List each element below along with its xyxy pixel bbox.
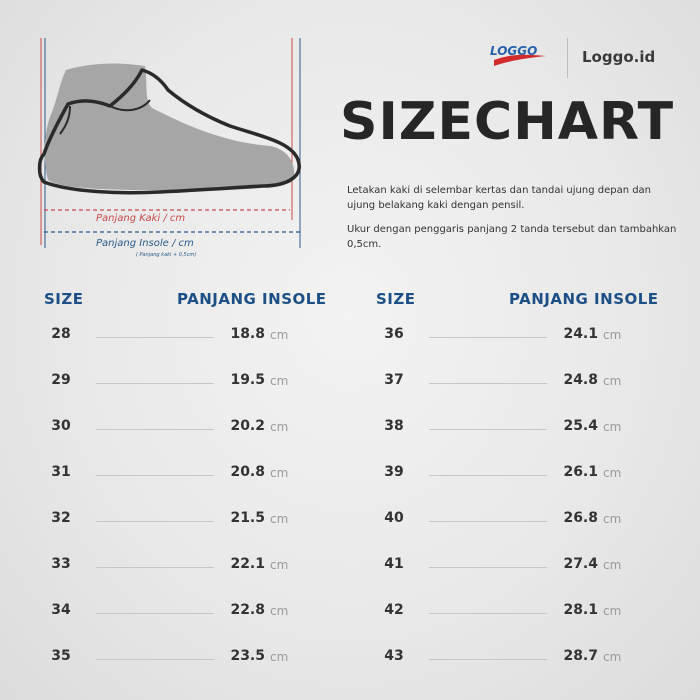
size-row: 41 27.4 cm (377, 551, 677, 581)
insole-value: 28.1 (563, 602, 598, 618)
size-header-left: SIZE (44, 290, 84, 308)
unit-label: cm (603, 604, 622, 618)
size-row: 31 20.8 cm (44, 459, 344, 489)
size-value: 30 (51, 418, 71, 434)
shoe-fill (44, 63, 295, 191)
size-row: 43 28.7 cm (377, 643, 677, 673)
size-value: 35 (51, 648, 71, 664)
size-value: 31 (51, 464, 71, 480)
logo-swoosh (494, 54, 546, 66)
shoe-outline-inner (59, 99, 151, 135)
insole-value: 25.4 (563, 418, 598, 434)
insole-value: 19.5 (230, 372, 265, 388)
row-leader-line (429, 429, 547, 430)
size-row: 40 26.8 cm (377, 505, 677, 535)
row-leader-line (429, 475, 547, 476)
unit-label: cm (603, 558, 622, 572)
unit-label: cm (270, 650, 289, 664)
brand-name: Loggo.id (582, 48, 656, 66)
row-leader-line (96, 337, 214, 338)
size-value: 38 (384, 418, 404, 434)
size-value: 37 (384, 372, 404, 388)
instruction-step-2: Ukur dengan penggaris panjang 2 tanda te… (347, 224, 677, 250)
unit-label: cm (603, 512, 622, 526)
size-header-right: SIZE (376, 290, 416, 308)
row-leader-line (96, 659, 214, 660)
insole-value: 20.2 (230, 418, 265, 434)
unit-label: cm (270, 512, 289, 526)
row-leader-line (96, 475, 214, 476)
insole-value: 24.1 (563, 326, 598, 342)
row-leader-line (429, 567, 547, 568)
size-row: 28 18.8 cm (44, 321, 344, 351)
insole-value: 24.8 (563, 372, 598, 388)
unit-label: cm (603, 650, 622, 664)
size-value: 32 (51, 510, 71, 526)
insole-value: 21.5 (230, 510, 265, 526)
size-row: 38 25.4 cm (377, 413, 677, 443)
size-row: 35 23.5 cm (44, 643, 344, 673)
row-leader-line (429, 337, 547, 338)
insole-value: 22.8 (230, 602, 265, 618)
insole-value: 26.1 (563, 464, 598, 480)
row-leader-line (429, 659, 547, 660)
size-row: 32 21.5 cm (44, 505, 344, 535)
unit-label: cm (270, 420, 289, 434)
size-value: 41 (384, 556, 404, 572)
unit-label: cm (603, 420, 622, 434)
logo-text: LOGGO (490, 44, 537, 58)
row-leader-line (96, 383, 214, 384)
row-leader-line (429, 521, 547, 522)
row-leader-line (96, 613, 214, 614)
unit-label: cm (270, 328, 289, 342)
size-value: 34 (51, 602, 71, 618)
size-row: 42 28.1 cm (377, 597, 677, 627)
unit-label: cm (603, 374, 622, 388)
instruction-step-1: Letakan kaki di selembar kertas dan tand… (347, 185, 652, 211)
row-leader-line (429, 383, 547, 384)
insole-value: 20.8 (230, 464, 265, 480)
brand-divider (567, 38, 568, 78)
insole-length-label: Panjang Insole / cm (96, 238, 194, 249)
foot-length-label: Panjang Kaki / cm (96, 213, 186, 224)
size-value: 42 (384, 602, 404, 618)
size-value: 28 (51, 326, 71, 342)
size-value: 39 (384, 464, 404, 480)
row-leader-line (96, 429, 214, 430)
size-value: 40 (384, 510, 404, 526)
size-row: 39 26.1 cm (377, 459, 677, 489)
row-leader-line (96, 521, 214, 522)
insole-length-note: ( Panjang kaki + 0,5cm) (136, 252, 197, 258)
size-value: 29 (51, 372, 71, 388)
unit-label: cm (603, 328, 622, 342)
insole-value: 18.8 (230, 326, 265, 342)
unit-label: cm (270, 604, 289, 618)
size-row: 36 24.1 cm (377, 321, 677, 351)
size-row: 30 20.2 cm (44, 413, 344, 443)
unit-label: cm (270, 374, 289, 388)
insole-value: 28.7 (563, 648, 598, 664)
unit-label: cm (270, 558, 289, 572)
size-value: 33 (51, 556, 71, 572)
unit-label: cm (603, 466, 622, 480)
size-row: 34 22.8 cm (44, 597, 344, 627)
row-leader-line (429, 613, 547, 614)
insole-value: 26.8 (563, 510, 598, 526)
shoe-outline (37, 68, 301, 195)
insole-value: 22.1 (230, 556, 265, 572)
insole-value: 27.4 (563, 556, 598, 572)
size-row: 37 24.8 cm (377, 367, 677, 397)
insole-value: 23.5 (230, 648, 265, 664)
size-row: 29 19.5 cm (44, 367, 344, 397)
page-title: SIZECHART (340, 92, 675, 152)
insole-header-right: PANJANG INSOLE (509, 290, 659, 308)
size-value: 43 (384, 648, 404, 664)
row-leader-line (96, 567, 214, 568)
shoe-measure-diagram (37, 38, 301, 248)
size-row: 33 22.1 cm (44, 551, 344, 581)
loggo-logo: LOGGO (490, 44, 546, 66)
insole-header-left: PANJANG INSOLE (177, 290, 327, 308)
unit-label: cm (270, 466, 289, 480)
size-value: 36 (384, 326, 404, 342)
